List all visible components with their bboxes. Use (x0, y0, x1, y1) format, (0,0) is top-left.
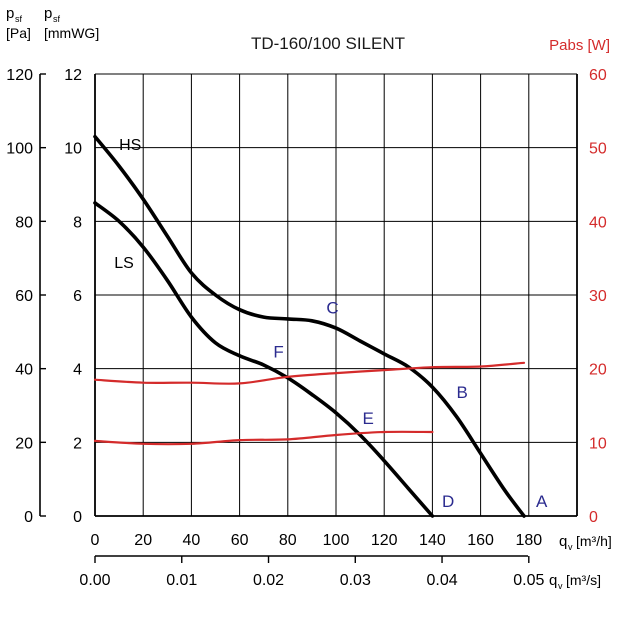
left-axis-mmwg-tick-label: 0 (73, 509, 82, 526)
curve-label-ls: LS (114, 255, 134, 272)
point-label-d: D (442, 492, 454, 511)
series-hs-line (93, 134, 526, 518)
curve-label-hs: HS (119, 137, 141, 154)
x-axis-m3h-ticks: 0 20 40 60 80 100 120 140 160 180 (91, 532, 543, 549)
left-axis-pa-title: p sf [Pa] (6, 5, 31, 41)
x-axis-m3h-label: q (559, 533, 567, 550)
x-axis-m3s-tick-label: 0.03 (340, 572, 371, 589)
left-axis-pa-tick-label: 0 (24, 509, 33, 526)
x-axis-m3h-tick-label: 20 (134, 532, 152, 549)
x-axis-m3h-tick-label: 160 (467, 532, 494, 549)
right-axis-tick-label: 20 (589, 362, 607, 379)
left-axis-mmwg-sub: sf (53, 14, 61, 24)
right-axis-title: Pabs [W] (549, 37, 610, 54)
left-axis-pa-tick-label: 100 (6, 141, 33, 158)
right-axis-ticks: 0 10 20 30 40 50 60 (589, 67, 607, 526)
left-axis-mmwg-ticks: 0 2 4 6 8 10 12 (64, 67, 82, 526)
left-axis-mmwg-tick-label: 2 (73, 435, 82, 452)
point-label-e: E (363, 409, 374, 428)
left-axis-pa-sub: sf (15, 14, 23, 24)
left-axis-mmwg-tick-label: 6 (73, 288, 82, 305)
x-axis-m3s-tick-label: 0.00 (79, 572, 110, 589)
left-axis-pa-tick-label: 80 (15, 214, 33, 231)
left-axis-pa-tick-label: 20 (15, 435, 33, 452)
x-axis-m3s-tick-label: 0.05 (513, 572, 544, 589)
series-power-line-3 (93, 430, 434, 446)
x-axis-m3h-tick-label: 120 (371, 532, 398, 549)
right-axis-tick-label: 40 (589, 214, 607, 231)
x-axis-m3s-label: q (549, 572, 557, 589)
point-label-c: C (326, 298, 338, 317)
left-axis-mmwg-tick-label: 12 (64, 67, 82, 84)
grid (94, 73, 578, 517)
point-label-b: B (457, 383, 468, 402)
left-axis-mmwg-unit: [mmWG] (44, 25, 99, 41)
point-label-a: A (536, 492, 548, 511)
left-axis-pa-unit: [Pa] (6, 25, 31, 41)
x-axis-m3h-tick-label: 40 (183, 532, 201, 549)
x-axis-m3h-tick-label: 60 (231, 532, 249, 549)
x-axis-m3h-unit: [m³/h] (576, 533, 612, 549)
right-axis-tick-label: 60 (589, 67, 607, 84)
left-axis-mmwg-tick-label: 4 (73, 362, 82, 379)
left-axis-pa-tick-label: 60 (15, 288, 33, 305)
left-axis-mmwg-title: p sf [mmWG] (44, 5, 99, 41)
series-power-line-2 (93, 361, 526, 385)
series-group (93, 134, 526, 518)
x-axis-m3s-sub: v (558, 581, 563, 591)
point-label-f: F (273, 343, 283, 362)
x-axis-m3s-unit: [m³/s] (566, 572, 601, 588)
x-axis-m3s-title: q v [m³/s] (549, 572, 601, 591)
x-axis-m3s-tick-label: 0.01 (166, 572, 197, 589)
x-axis-m3h-sub: v (568, 542, 573, 552)
left-axis-pa-tick-label: 40 (15, 362, 33, 379)
x-axis-m3h-tick-label: 180 (515, 532, 542, 549)
x-axis-m3h-tick-label: 80 (279, 532, 297, 549)
x-axis-m3s-ticks: 0.00 0.01 0.02 0.03 0.04 0.05 (79, 556, 544, 589)
chart-title: TD-160/100 SILENT (251, 34, 405, 53)
x-axis-m3s-tick-label: 0.02 (253, 572, 284, 589)
x-axis-m3h-tick-label: 140 (419, 532, 446, 549)
right-axis-tick-label: 0 (589, 509, 598, 526)
left-axis-pa-label: p (6, 5, 14, 22)
right-axis-tick-label: 10 (589, 435, 607, 452)
annotation-group: HS LS A B C D E F (114, 137, 548, 511)
x-axis-m3h-tick-label: 100 (323, 532, 350, 549)
left-axis-pa-tick-label: 120 (6, 67, 33, 84)
left-axis-pa-ticks: 0 20 40 60 80 100 120 (6, 67, 46, 526)
left-axis-mmwg-tick-label: 10 (64, 141, 82, 158)
x-axis-m3h-tick-label: 0 (91, 532, 100, 549)
series-ls-line (93, 201, 435, 518)
x-axis-m3h-title: q v [m³/h] (559, 533, 612, 552)
left-axis-mmwg-label: p (44, 5, 52, 22)
left-axis-mmwg-tick-label: 8 (73, 214, 82, 231)
right-axis-tick-label: 30 (589, 288, 607, 305)
x-axis-m3s-tick-label: 0.04 (426, 572, 457, 589)
right-axis-tick-label: 50 (589, 141, 607, 158)
